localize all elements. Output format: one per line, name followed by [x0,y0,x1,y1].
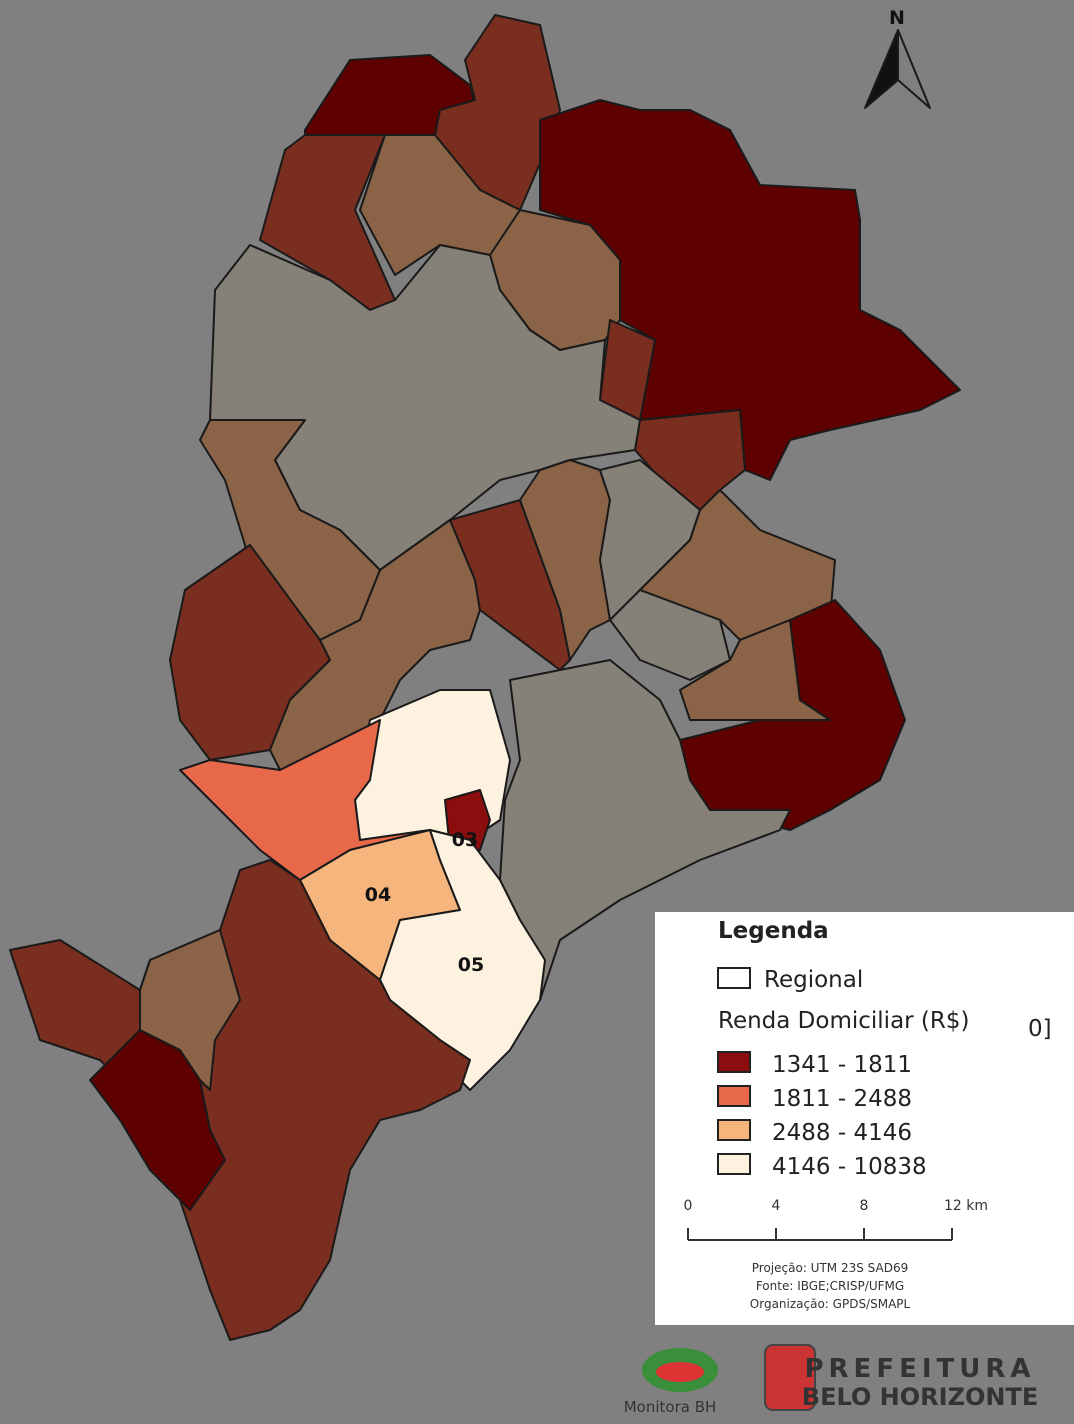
logo-text: PREFEITURA [804,1354,1035,1384]
scale-label: 8 [860,1198,869,1214]
credit: Organização: GPDS/SMAPL [750,1297,911,1311]
legend-swatch [717,1085,751,1107]
legend-swatch [717,1051,751,1073]
logo-shape [764,1344,816,1411]
legend-swatch [717,1119,751,1141]
logo-text: Monitora BH [624,1398,717,1416]
region-label: 04 [365,884,391,906]
logo-shape [656,1362,704,1382]
legend-label: Regional [764,967,863,993]
north-arrow: N [864,7,931,109]
logo-text: BELO HORIZONTE [802,1383,1038,1411]
legend-subtitle: Renda Domiciliar (R$) [718,1008,970,1034]
scale-label: 0 [684,1198,693,1214]
scale-label: 4 [772,1198,781,1214]
north-label: N [889,7,905,29]
legend-swatch [717,1153,751,1175]
legend-label: 1811 - 2488 [772,1086,912,1112]
credit: Projeção: UTM 23S SAD69 [752,1261,908,1275]
legend-title: Legenda [718,918,829,944]
hidden-text: 0] [1028,1016,1052,1042]
legend-label: 4146 - 10838 [772,1154,927,1180]
region-label: 05 [458,954,484,976]
legend-label: 2488 - 4146 [772,1120,912,1146]
logos: Monitora BH PREFEITURA BELO HORIZONTE [624,1344,1038,1416]
region-label: 03 [452,829,478,851]
scale-bar: 0 4 8 12 km [684,1198,988,1241]
legend-swatch [717,967,751,989]
regions [9,14,961,1341]
legend-label: 1341 - 1811 [772,1052,912,1078]
credit: Fonte: IBGE;CRISP/UFMG [756,1279,904,1293]
legend: Legenda Regional Renda Domiciliar (R$) 0… [655,912,1074,1325]
scale-label: 12 km [944,1198,988,1214]
